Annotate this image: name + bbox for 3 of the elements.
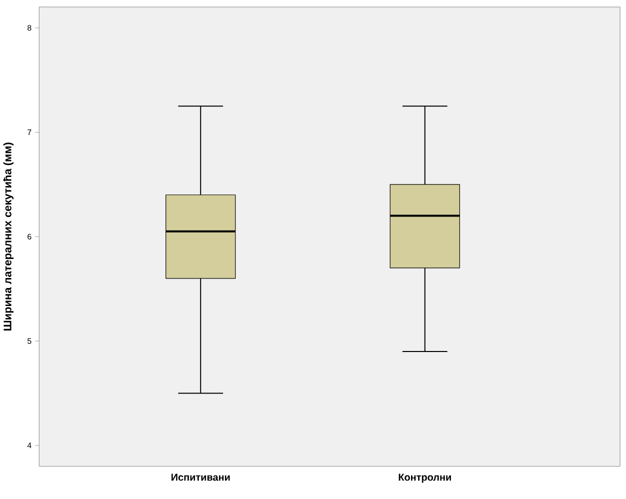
x-tick-label: Контролни <box>398 474 451 483</box>
y-axis-title: Ширина латералних секутића (мм) <box>3 142 14 330</box>
x-tick-label: Испитивани <box>172 474 230 481</box>
